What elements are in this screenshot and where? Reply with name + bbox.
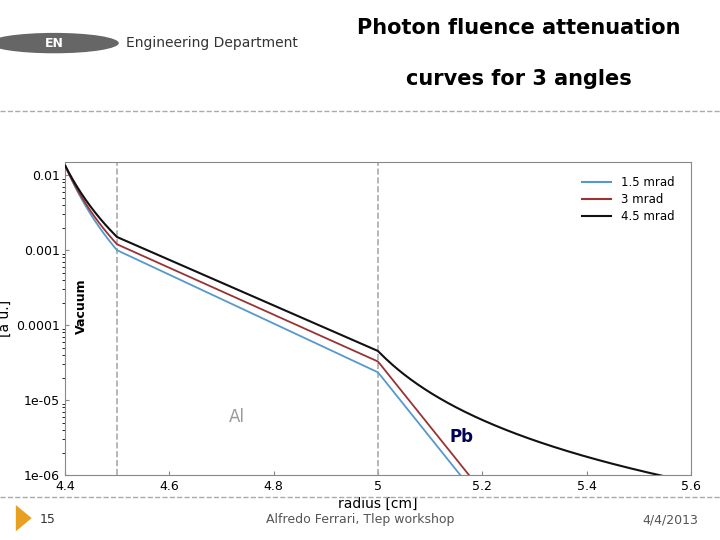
Text: 4/4/2013: 4/4/2013: [642, 513, 698, 526]
Text: Engineering Department: Engineering Department: [126, 36, 298, 50]
Text: Vacuum: Vacuum: [75, 278, 88, 334]
Text: Photon fluence attenuation: Photon fluence attenuation: [356, 18, 680, 38]
Text: EN: EN: [45, 37, 63, 50]
Text: curves for 3 angles: curves for 3 angles: [405, 69, 631, 90]
Legend: 1.5 mrad, 3 mrad, 4.5 mrad: 1.5 mrad, 3 mrad, 4.5 mrad: [577, 171, 679, 228]
Text: 15: 15: [40, 513, 55, 526]
Polygon shape: [16, 505, 32, 531]
Circle shape: [0, 33, 119, 53]
Text: Al: Al: [229, 408, 245, 426]
Text: Alfredo Ferrari, Tlep workshop: Alfredo Ferrari, Tlep workshop: [266, 513, 454, 526]
Y-axis label: [a u.]: [a u.]: [0, 300, 12, 337]
X-axis label: radius [cm]: radius [cm]: [338, 497, 418, 511]
Text: Pb: Pb: [449, 428, 474, 447]
